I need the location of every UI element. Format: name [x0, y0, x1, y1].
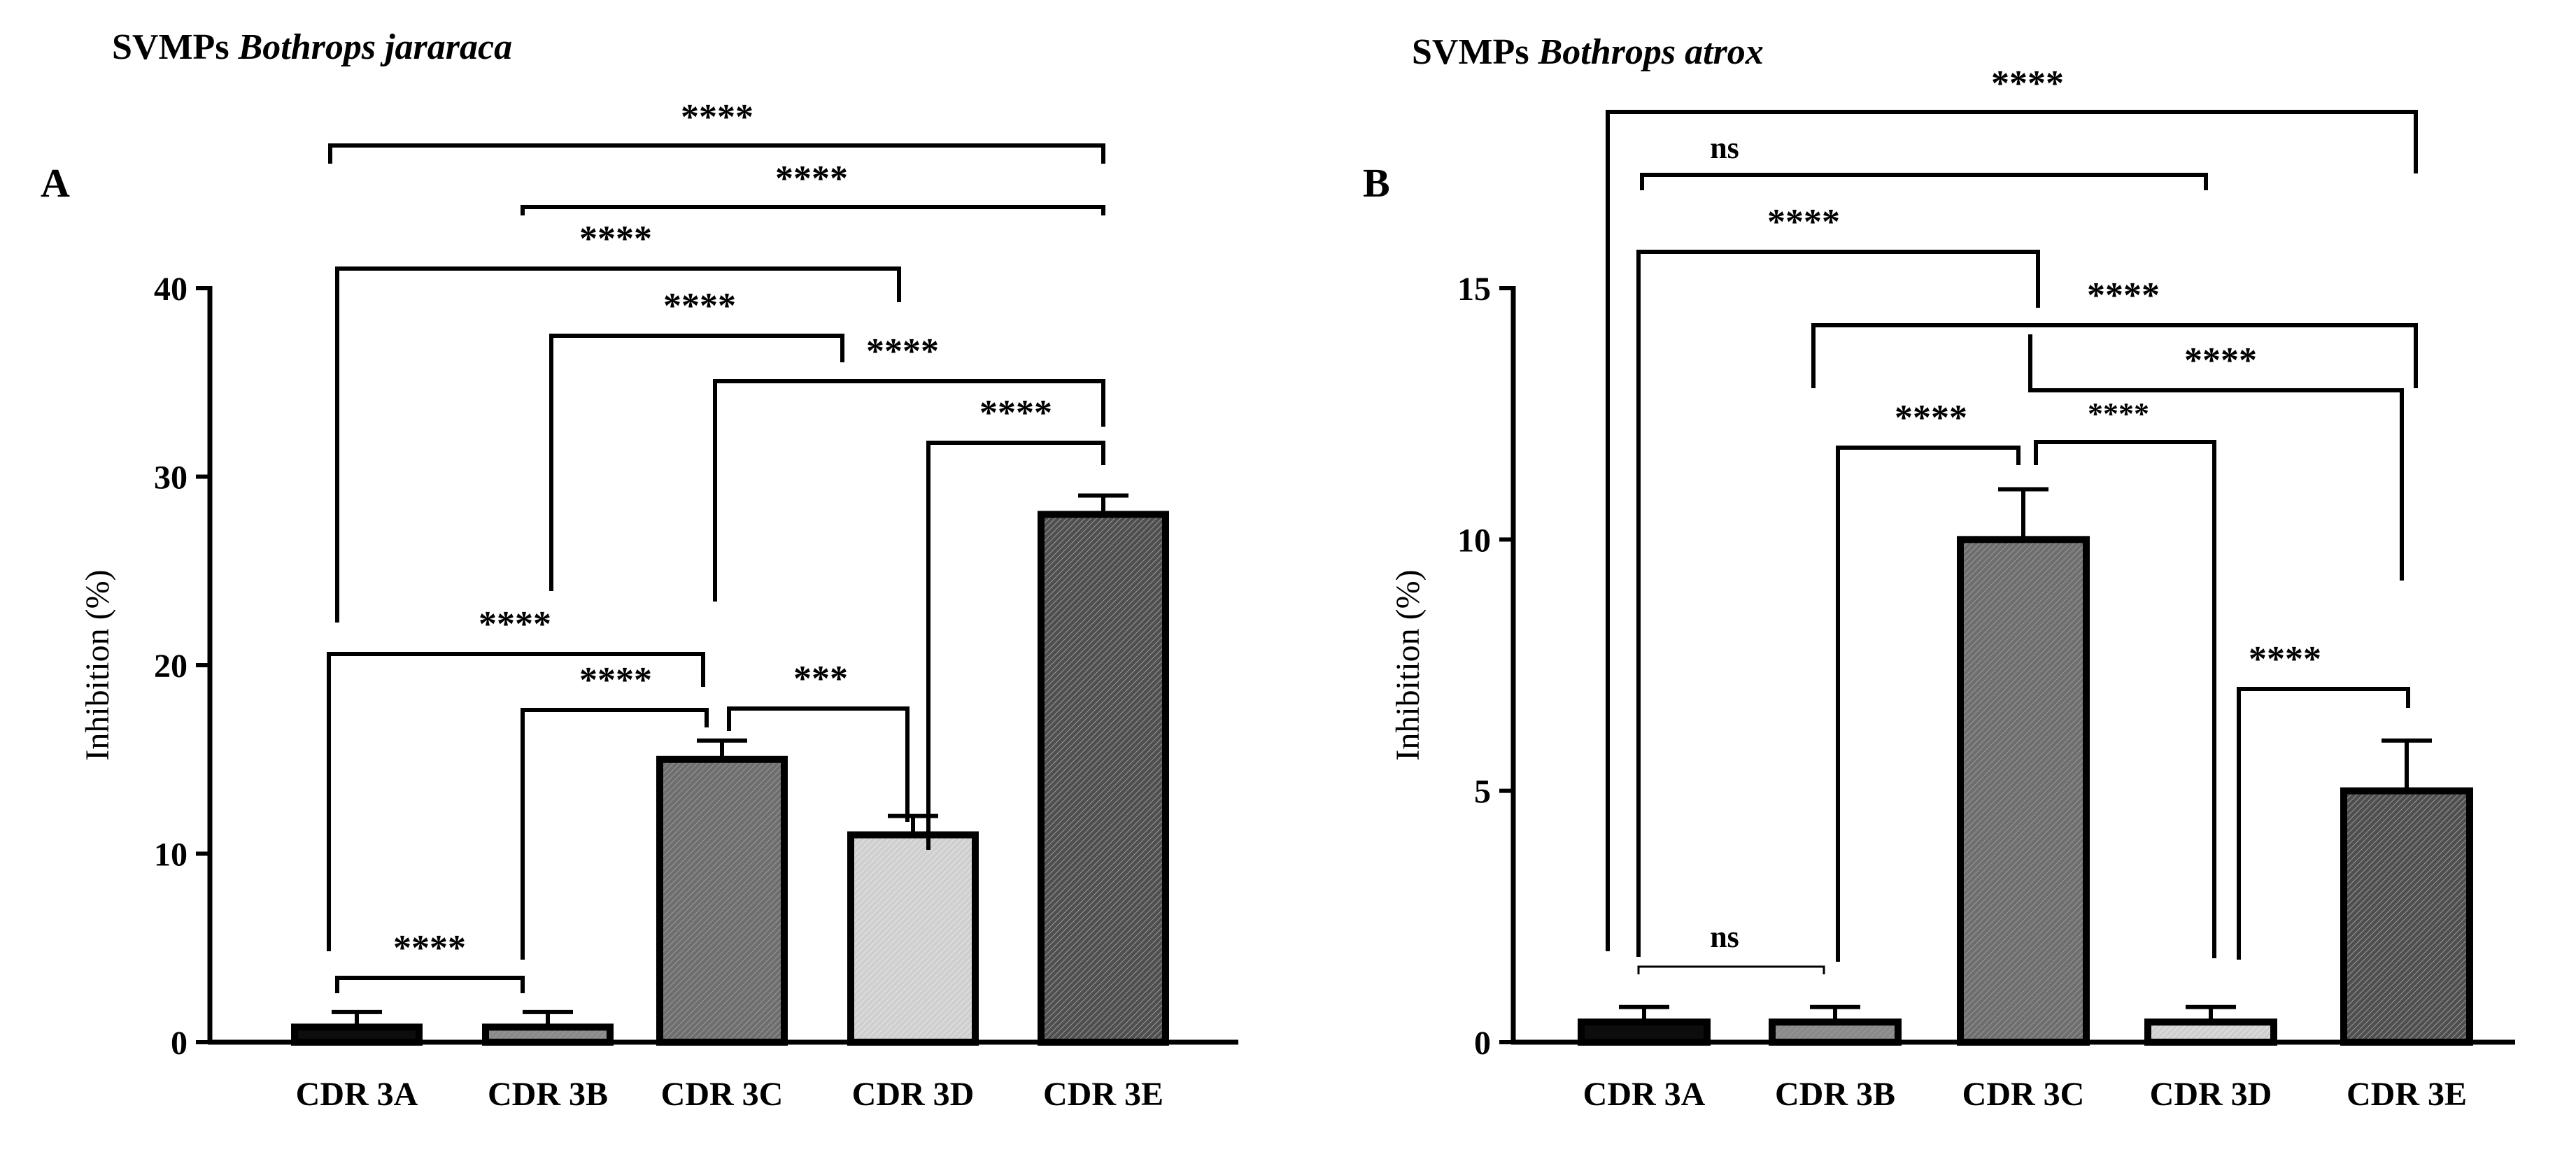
chart-b-x-tick-label: CDR 3B: [1775, 1076, 1895, 1113]
chart-a-sig-label: ****: [663, 286, 736, 326]
chart-b-sig-label: ****: [2088, 397, 2149, 431]
chart-b-sig-label: ****: [1895, 398, 1967, 438]
chart-b-x-tick-label: CDR 3D: [2150, 1076, 2272, 1113]
chart-b-sig-bracket: [2028, 334, 2404, 581]
chart-b: 0 5 10 15 Inhibition (%) CDR 3A CDR 3B CDR 3C CD…: [1389, 64, 2515, 1113]
chart-b-y-tick-label: 15: [1457, 271, 1491, 308]
chart-a-x-tick-label: CDR 3B: [488, 1076, 608, 1113]
chart-a-sig-label: ****: [866, 332, 939, 371]
chart-b-y-tick-label: 5: [1474, 774, 1491, 811]
chart-a-sig-bracket: [521, 708, 709, 960]
chart-b-sig-bracket: [1636, 250, 2040, 957]
chart-a-sig-label: ****: [681, 97, 753, 137]
chart-b-sig-bracket: [1637, 965, 1825, 974]
chart-b-y-tick-label: 0: [1474, 1025, 1491, 1062]
chart-a-x-tick-label: CDR 3C: [661, 1076, 784, 1113]
chart-a-bar: [656, 755, 788, 1046]
chart-a-sig-bracket: [327, 652, 705, 951]
chart-a-bar: [482, 1023, 614, 1046]
chart-a-y-tick-label: 40: [154, 271, 187, 308]
chart-b-sig-label: ****: [2249, 639, 2321, 679]
chart-b-bar: [2144, 1018, 2277, 1046]
chart-a: 0 10 20 30 40 Inhibition (%) CDR 3A CDR 3B CDR 3…: [79, 97, 1238, 1113]
chart-b-sig-label: ns: [1710, 131, 1739, 165]
chart-b-bar: [1769, 1018, 1902, 1046]
chart-b-y-tick-label: 10: [1457, 522, 1491, 559]
chart-a-bar: [291, 1023, 423, 1046]
chart-b-bar: [1578, 1018, 1711, 1046]
chart-a-sig-bracket: [521, 205, 1105, 215]
chart-a-y-tick-label: 30: [154, 460, 187, 497]
chart-b-sig-bracket: [2237, 687, 2410, 960]
panel-b-title-species: Bothrops atrox: [1538, 32, 1764, 72]
chart-a-sig-label: ****: [393, 928, 466, 968]
chart-b-sig-bracket: [1836, 446, 2021, 962]
panel-b-title: SVMPs Bothrops atrox: [1412, 31, 1764, 73]
chart-a-sig-label: ****: [479, 604, 551, 644]
panel-b-title-text: SVMPs: [1412, 32, 1529, 72]
chart-b-x-tick-label: CDR 3E: [2347, 1076, 2467, 1113]
chart-a-sig-bracket: [335, 266, 901, 623]
chart-b-sig-bracket: [2034, 440, 2216, 958]
panel-a-title-species: Bothrops jararaca: [238, 27, 513, 67]
chart-a-sig-bracket: [713, 379, 1105, 602]
panel-a-title-text: SVMPs: [112, 27, 229, 67]
chart-b-sig-bracket: [1640, 173, 2208, 190]
chart-a-y-axis-label: Inhibition (%): [79, 569, 116, 760]
chart-b-sig-label: ****: [2184, 341, 2257, 381]
chart-a-sig-bracket: [926, 441, 1105, 850]
chart-a-x-tick-label: CDR 3E: [1043, 1076, 1163, 1113]
chart-a-sig-bracket: [328, 143, 1105, 164]
chart-a-y-tick-label: 20: [154, 648, 187, 685]
chart-a-sig-bracket: [335, 976, 525, 993]
chart-a-sig-label: ****: [579, 660, 652, 700]
chart-b-sig-label: ns: [1710, 920, 1739, 954]
panel-a-letter: A: [41, 160, 70, 206]
chart-b-sig-bracket: [1811, 323, 2418, 388]
chart-b-x-tick-label: CDR 3A: [1583, 1076, 1706, 1113]
chart-b-sig-label: ****: [1991, 64, 2064, 104]
chart-b-y-axis-label: Inhibition (%): [1389, 569, 1427, 760]
chart-a-sig-bracket: [727, 706, 910, 822]
chart-b-sig-label: ****: [2087, 276, 2160, 315]
chart-a-x-tick-label: CDR 3D: [852, 1076, 975, 1113]
chart-a-y-tick-label: 0: [171, 1025, 187, 1062]
chart-b-x-tick-label: CDR 3C: [1962, 1076, 2085, 1113]
chart-b-sig-bracket: [1606, 110, 2418, 951]
panel-a-title: SVMPs Bothrops jararaca: [112, 27, 512, 68]
chart-b-bar: [2340, 787, 2473, 1046]
chart-a-sig-bracket: [549, 334, 844, 591]
chart-b-sig-label: ****: [1767, 202, 1840, 242]
panel-b-letter: B: [1363, 160, 1390, 206]
chart-a-y-tick-label: 10: [154, 837, 187, 874]
chart-a-sig-label: ***: [793, 659, 848, 699]
chart-a-sig-label: ****: [979, 393, 1052, 433]
chart-a-sig-label: ****: [775, 159, 848, 199]
chart-a-sig-label: ****: [579, 219, 652, 259]
chart-a-bar: [847, 831, 979, 1046]
chart-a-bar: [1038, 511, 1169, 1046]
chart-a-x-tick-label: CDR 3A: [296, 1076, 418, 1113]
chart-b-bar: [1957, 536, 2090, 1046]
